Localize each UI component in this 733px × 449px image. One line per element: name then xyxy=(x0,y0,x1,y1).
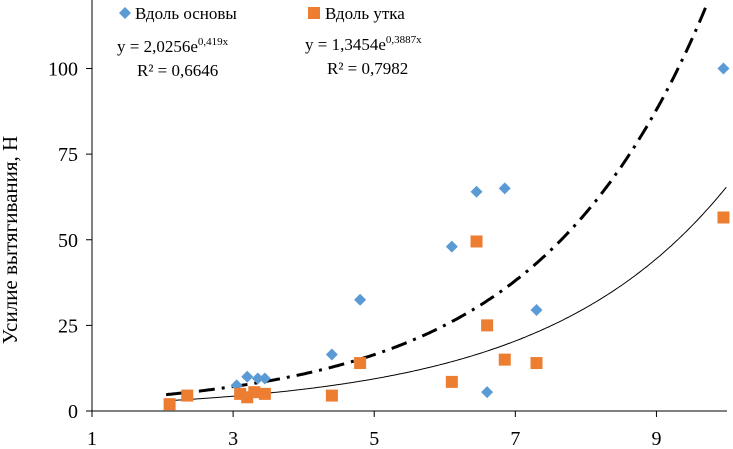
equation-osnova-exponent: 0,419x xyxy=(198,36,229,48)
equation-utok-prefix: y = 1,3454e xyxy=(305,35,386,54)
trendline-osnova xyxy=(165,1,710,397)
equation-utok-exponent: 0,3887x xyxy=(386,34,422,46)
x-tick-label: 7 xyxy=(510,428,520,449)
point-utok xyxy=(445,375,458,388)
point-utok xyxy=(181,389,194,402)
y-tick-label: 100 xyxy=(48,59,78,81)
y-axis-label: Усилие вытягивания, Н xyxy=(0,136,22,344)
point-osnova xyxy=(481,386,494,399)
point-utok xyxy=(354,357,367,370)
point-osnova xyxy=(470,185,483,198)
point-osnova xyxy=(258,372,271,385)
point-utok xyxy=(717,211,730,224)
legend-entry-utok: Вдоль утка xyxy=(308,4,405,23)
y-tick-label: 75 xyxy=(58,144,78,166)
trendline-utok xyxy=(166,186,727,402)
point-osnova xyxy=(445,240,458,253)
x-tick-label: 3 xyxy=(228,428,238,449)
legend: Вдоль основы Вдоль утка xyxy=(119,4,405,23)
equation-osnova-prefix: y = 2,0256e xyxy=(117,37,198,56)
legend-marker-square xyxy=(308,7,320,19)
point-utok xyxy=(530,357,543,370)
legend-entry-osnova: Вдоль основы xyxy=(119,4,237,23)
point-utok xyxy=(481,319,494,332)
point-osnova xyxy=(354,293,367,306)
point-osnova xyxy=(530,303,543,316)
point-utok xyxy=(258,387,271,400)
point-utok xyxy=(248,386,261,399)
point-osnova xyxy=(498,182,511,195)
y-tick-label: 25 xyxy=(58,315,78,337)
legend-label-utok: Вдоль утка xyxy=(325,4,405,23)
point-osnova xyxy=(325,348,338,361)
equation-utok-text: y = 1,3454e0,3887x xyxy=(305,34,422,54)
point-osnova xyxy=(717,62,730,75)
y-tick-label: 50 xyxy=(58,230,78,252)
equation-osnova-text: y = 2,0256e0,419x xyxy=(117,36,229,56)
point-osnova xyxy=(241,370,254,383)
equation-utok: y = 1,3454e0,3887x R² = 0,7982 xyxy=(305,34,422,78)
point-utok xyxy=(163,398,176,411)
point-utok xyxy=(470,235,483,248)
x-tick-label: 5 xyxy=(369,428,379,449)
point-osnova xyxy=(251,372,264,385)
axes: 0 25 50 75 100 1 3 5 7 9 xyxy=(48,0,727,449)
r2-osnova: R² = 0,6646 xyxy=(137,61,218,80)
legend-marker-diamond xyxy=(119,7,131,19)
data-points xyxy=(163,62,730,411)
point-utok xyxy=(325,389,338,402)
equation-osnova: y = 2,0256e0,419x R² = 0,6646 xyxy=(117,36,229,80)
trendlines xyxy=(165,1,727,402)
legend-label-osnova: Вдоль основы xyxy=(135,4,237,23)
y-tick-label: 0 xyxy=(68,401,78,423)
point-utok xyxy=(498,353,511,366)
x-tick-label: 9 xyxy=(651,428,661,449)
r2-utok: R² = 0,7982 xyxy=(327,59,408,78)
x-tick-label: 1 xyxy=(87,428,97,449)
